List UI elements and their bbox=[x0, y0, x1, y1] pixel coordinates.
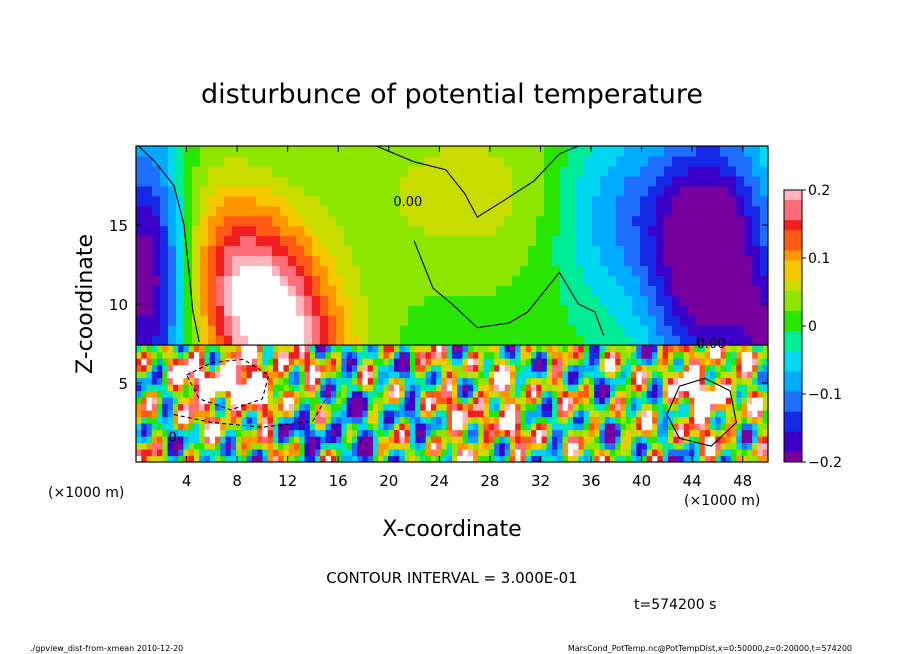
chart-title: disturbunce of potential temperature bbox=[201, 79, 703, 110]
footer-left: ./gpview_dist-from-xmean 2010-12-20 bbox=[30, 644, 183, 653]
y-tick-label: 10 bbox=[109, 296, 128, 314]
y-axis-label: Z-coordinate bbox=[73, 234, 98, 374]
colorbar-swatch bbox=[784, 250, 802, 262]
colorbar-swatch bbox=[784, 331, 802, 342]
x-tick-label: 32 bbox=[531, 472, 550, 490]
y-tick-label: 5 bbox=[118, 375, 128, 393]
x-tick-label: 12 bbox=[278, 472, 297, 490]
x-tick-label: 20 bbox=[379, 472, 398, 490]
x-tick-label: 24 bbox=[430, 472, 449, 490]
colorbar-swatch bbox=[784, 240, 802, 251]
contour-negative-arc bbox=[173, 398, 327, 428]
plot-area bbox=[136, 146, 768, 462]
contour-labels: 0.00 0.00 0 bbox=[169, 195, 726, 446]
colorbar-swatch bbox=[784, 381, 802, 392]
colorbar-swatch bbox=[784, 290, 802, 302]
colorbar-swatch bbox=[784, 351, 802, 362]
contour-zero-left bbox=[138, 146, 200, 343]
colorbar-swatch bbox=[784, 200, 802, 211]
upper-field bbox=[136, 146, 768, 346]
contour-label: 0.00 bbox=[697, 337, 726, 352]
colorbar-tick-label: 0.1 bbox=[808, 251, 830, 267]
colorbar-tick-label: 0 bbox=[808, 319, 817, 335]
colorbar-swatch bbox=[784, 361, 802, 372]
x-tick-label: 8 bbox=[232, 472, 242, 490]
x-tick-label: 44 bbox=[683, 472, 702, 490]
colorbar-swatch bbox=[784, 300, 802, 312]
colorbar-swatch bbox=[784, 411, 802, 423]
x-tick-label: 28 bbox=[480, 472, 499, 490]
colorbar-swatch bbox=[784, 260, 802, 272]
colorbar-swatch bbox=[784, 190, 802, 201]
colorbar-swatch bbox=[784, 220, 802, 231]
x-tick-label: 40 bbox=[632, 472, 651, 490]
contour-interval: CONTOUR INTERVAL = 3.000E-01 bbox=[326, 569, 577, 587]
time-stamp: t=574200 s bbox=[634, 597, 716, 613]
lower-noisy-field bbox=[136, 345, 768, 462]
colorbar-swatch bbox=[784, 341, 802, 352]
colorbar-swatch bbox=[784, 270, 802, 282]
contour-label: 0.00 bbox=[393, 195, 422, 210]
contour-label: 0 bbox=[169, 431, 177, 446]
colorbar-swatch bbox=[784, 451, 802, 463]
y-axis: 5 10 15 bbox=[109, 217, 768, 393]
x-axis: 4 8 12 16 20 24 28 32 36 40 44 48 bbox=[182, 146, 752, 490]
x-tick-label: 16 bbox=[329, 472, 348, 490]
contour-lines bbox=[136, 146, 768, 447]
footer-right: MarsCond_PotTemp.nc@PotTempDist,x=0:5000… bbox=[568, 644, 852, 653]
colorbar-swatch bbox=[784, 391, 802, 403]
colorbar-swatch bbox=[784, 210, 802, 221]
y-tick-label: 15 bbox=[109, 217, 128, 235]
colorbar: 0.2 0.1 0 −0.1 −0.2 bbox=[783, 183, 842, 471]
x-unit-label-left: (×1000 m) bbox=[48, 485, 124, 501]
x-tick-label: 48 bbox=[733, 472, 752, 490]
colorbar-swatch bbox=[784, 441, 802, 453]
x-tick-label: 36 bbox=[581, 472, 600, 490]
colorbar-swatch bbox=[784, 310, 802, 322]
x-unit-label-right: (×1000 m) bbox=[684, 493, 760, 509]
x-axis-label: X-coordinate bbox=[382, 517, 521, 542]
colorbar-swatch bbox=[784, 401, 802, 413]
colorbar-tick-label: −0.1 bbox=[808, 387, 842, 403]
colorbar-swatch bbox=[784, 421, 802, 433]
colorbar-swatch bbox=[784, 431, 802, 443]
contour-zero-top bbox=[375, 146, 579, 218]
colorbar-swatch bbox=[784, 320, 802, 332]
x-tick-label: 4 bbox=[182, 472, 192, 490]
colorbar-swatch bbox=[784, 230, 802, 241]
colorbar-swatch bbox=[784, 280, 802, 292]
contour-zero-inner bbox=[413, 240, 605, 336]
colorbar-tick-label: −0.2 bbox=[808, 455, 842, 471]
contour-positive-loop bbox=[666, 377, 737, 447]
contour-negative-loop bbox=[186, 358, 270, 411]
colorbar-tick-label: 0.2 bbox=[808, 183, 830, 199]
colorbar-swatch bbox=[784, 371, 802, 382]
